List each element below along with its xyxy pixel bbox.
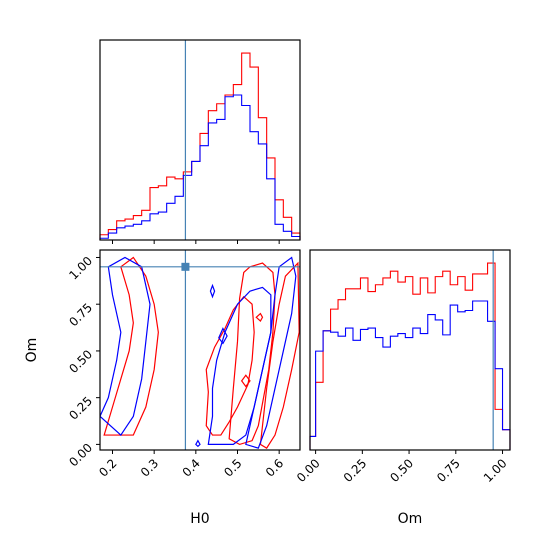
h0-om-contour-panel: 0.2 0.3 0.4 0.5 0.6 0.00 0.25 0.50 0.75 1.00 [66, 249, 301, 480]
x-axis-label-h0: H0 [190, 511, 209, 527]
contour-red-middle-1 [228, 262, 276, 446]
h0-hist-blue-series [99, 94, 301, 240]
contour-ytick-label-4: 1.00 [66, 254, 95, 283]
contour-blue-left-8 [100, 256, 151, 436]
contour-xtick-label-3: 0.5 [221, 456, 244, 479]
contour-xtick-label-2: 0.4 [180, 456, 203, 479]
om-hist-blue-series [309, 300, 511, 450]
om-hist-red-series [309, 262, 511, 450]
contour-red-small-4 [255, 312, 264, 322]
contour-xtick-label-0: 0.2 [96, 456, 119, 479]
om-hist-xtick-label-0: 0.00 [294, 456, 323, 485]
om-hist-xtick-label-4: 1.00 [481, 456, 510, 485]
contour-xtick-label-1: 0.3 [138, 456, 161, 479]
contour-blue-small-10 [209, 283, 216, 299]
contour-ytick-label-1: 0.25 [66, 394, 95, 423]
contour-red-small-5 [240, 374, 251, 388]
contour-red-left-3 [103, 256, 159, 436]
y-axis-label-om: Om [24, 338, 40, 363]
om-histogram-panel: 0.00 0.25 0.50 0.75 1.00 [294, 249, 511, 485]
contour-red-inner-0 [205, 295, 255, 436]
om-hist-xtick-label-3: 0.75 [434, 456, 463, 485]
contour-blue-small-11 [218, 327, 228, 345]
contour-red-outer-2 [259, 261, 300, 449]
truth-marker [181, 262, 190, 271]
contour-frame [99, 249, 301, 451]
contour-ytick-label-3: 0.75 [66, 300, 95, 329]
h0-histogram-panel [99, 39, 301, 244]
om-hist-xtick-label-1: 0.25 [341, 456, 370, 485]
contour-blue-small-9 [195, 439, 201, 448]
h0-hist-frame [99, 39, 301, 241]
x-axis-label-om: Om [398, 511, 423, 527]
contour-lines-group [100, 256, 300, 449]
contour-ytick-label-0: 0.00 [66, 441, 95, 470]
contour-blue-inner-6 [207, 286, 272, 445]
om-hist-frame [309, 249, 511, 451]
contour-xtick-label-4: 0.6 [263, 456, 286, 479]
om-hist-xtick-label-2: 0.50 [387, 456, 416, 485]
contour-ytick-label-2: 0.50 [66, 347, 95, 376]
